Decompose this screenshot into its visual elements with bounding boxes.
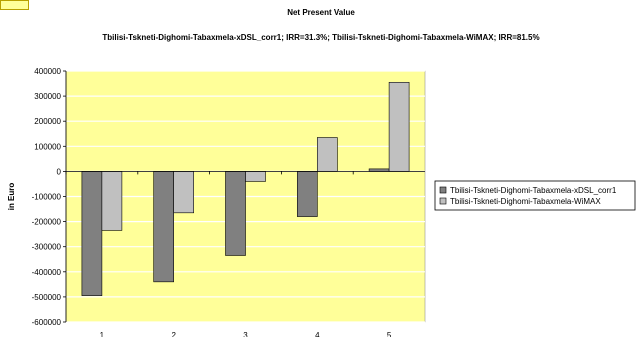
bar-series-2-cat-4 [316,137,338,172]
y-tick-label: 200000 [34,117,61,126]
y-tick-label: -300000 [32,243,62,252]
legend-box [434,180,636,211]
corner-indicator [0,0,29,10]
y-tick-label: -100000 [32,193,62,202]
bar-series-2-cat-2 [173,171,194,214]
bar-series-1-cat-1 [81,171,103,296]
y-tick-label: 300000 [34,92,61,101]
x-tick-label: 1 [100,331,105,337]
legend-label: Tbilisi-Tskneti-Dighomi-Tabaxmela-WiMAX [450,197,601,206]
y-tick-label: 0 [57,167,62,176]
y-tick-labels: 400000 300000 200000 100000 0 -100000 -200000 -… [32,67,66,327]
bar-series-2-cat-1 [101,171,123,231]
y-tick-label: -600000 [32,318,62,327]
x-tick-label: 2 [171,331,176,337]
legend: Tbilisi-Tskneti-Dighomi-Tabaxmela-xDSL_c… [434,180,636,211]
y-tick-label: -200000 [32,218,62,227]
chart-title: Net Present Value [287,8,355,17]
x-tick-label: 3 [243,331,248,337]
legend-swatch [439,197,447,205]
chart-subtitle: Tbilisi-Tskneti-Dighomi-Tabaxmela-xDSL_c… [102,33,540,42]
bar-series-2-cat-3 [245,171,266,182]
bars [81,81,410,296]
legend-label: Tbilisi-Tskneti-Dighomi-Tabaxmela-xDSL_c… [450,186,617,195]
legend-swatch [439,186,447,194]
y-tick-label: -500000 [32,293,62,302]
x-tick-label: 4 [315,331,320,337]
y-tick-label: 100000 [34,142,61,151]
bar-series-1-cat-2 [153,171,174,283]
y-tick-label: 400000 [34,67,61,76]
bar-series-2-cat-5 [388,81,410,172]
x-tick-labels: 1 2 3 4 5 [65,171,392,337]
y-tick-label: -400000 [32,268,62,277]
bar-series-1-cat-4 [296,171,318,217]
bar-series-1-cat-3 [225,171,246,256]
y-axis-title: in Euro [7,183,16,211]
x-tick-label: 5 [387,331,392,337]
